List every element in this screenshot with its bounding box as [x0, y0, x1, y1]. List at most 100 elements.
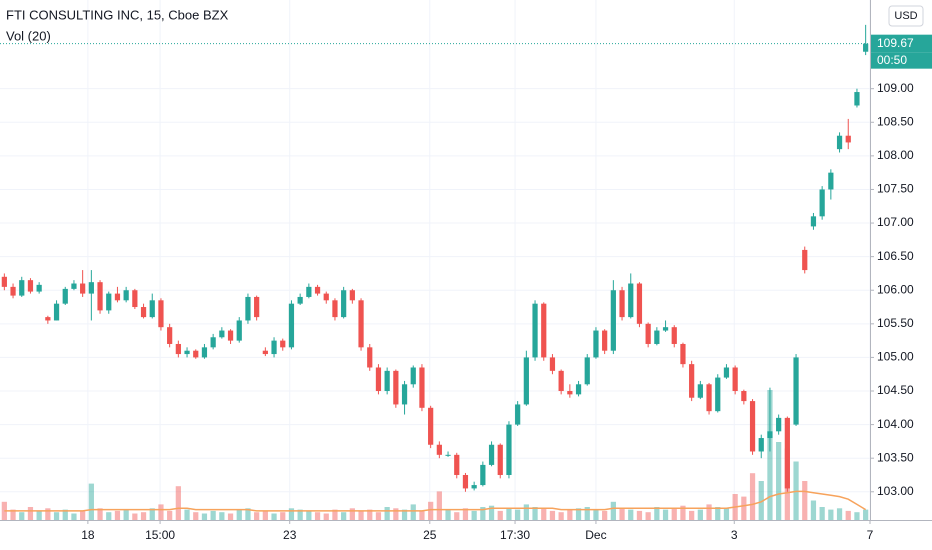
volume-bar: [741, 496, 747, 520]
candle-body: [610, 290, 616, 351]
volume-bar: [863, 509, 869, 520]
x-tick-label: 7: [867, 528, 874, 542]
last-price-box: [871, 34, 932, 53]
currency[interactable]: USD: [894, 10, 917, 22]
candle-body: [97, 282, 103, 311]
candle-body: [280, 340, 286, 348]
volume-bar: [523, 504, 529, 520]
x-tick-label: 17:30: [500, 528, 530, 542]
volume-bar: [193, 512, 199, 520]
candle-body: [184, 350, 190, 355]
volume-bar: [558, 512, 564, 520]
candle-body: [784, 417, 790, 489]
volume-bar: [462, 508, 469, 520]
candle-body: [723, 367, 730, 378]
candle-body: [114, 293, 121, 301]
volume-bar: [306, 510, 312, 520]
candle-body: [793, 357, 799, 425]
volume-bar: [384, 507, 390, 520]
candle-body: [506, 424, 512, 475]
volume-bar: [497, 510, 503, 520]
candle-body: [741, 391, 747, 402]
volume-bar: [123, 509, 129, 520]
volume-bar: [106, 512, 112, 520]
candle-body: [854, 92, 860, 106]
candle-body: [306, 286, 312, 297]
candle-body: [271, 340, 277, 355]
y-tick-label: 103.50: [877, 450, 914, 464]
y-tick-label: 108.50: [877, 114, 914, 128]
y-tick-label: 104.50: [877, 383, 914, 397]
volume-bar: [140, 512, 147, 520]
candle-body: [27, 280, 34, 292]
candle-body: [776, 417, 782, 432]
candle-body: [602, 330, 608, 351]
volume-bar: [515, 509, 521, 520]
candle-body: [767, 431, 773, 439]
candle-body: [367, 347, 373, 368]
currency-box[interactable]: [888, 5, 924, 27]
volume-bar: [62, 509, 68, 520]
candle-body: [689, 364, 695, 398]
volume-bar: [210, 510, 216, 520]
candle-body: [80, 283, 86, 294]
candle-body: [167, 327, 173, 344]
candle-body: [236, 320, 242, 341]
candle-body: [497, 444, 503, 475]
candle-body: [158, 300, 164, 328]
y-tick-label: 103.00: [877, 484, 914, 498]
volume-bar: [80, 510, 86, 520]
volume-bar: [167, 510, 173, 520]
indicator-label: Vol (20): [6, 28, 51, 43]
candle-body: [71, 283, 77, 289]
candle-body: [106, 293, 112, 311]
candle-body: [53, 303, 60, 321]
candles: [0, 24, 870, 492]
candle-body: [593, 330, 599, 358]
candle-body: [410, 367, 416, 385]
candle-body: [227, 330, 234, 341]
candle-body: [480, 464, 486, 486]
chart-title: FTI CONSULTING INC, 15, Cboe BZX: [6, 7, 229, 22]
x-tick-label: 23: [283, 528, 297, 542]
candle-body: [288, 303, 295, 348]
candle-body: [341, 290, 347, 318]
volume-bar: [428, 501, 434, 520]
candle-body: [149, 300, 155, 318]
volume-bar: [219, 512, 225, 520]
candle-body: [358, 300, 364, 348]
volume-bar: [262, 510, 268, 520]
volume-bar: [323, 513, 329, 520]
candle-body: [828, 172, 834, 190]
volume-bar: [619, 508, 625, 520]
countdown-box: [871, 52, 932, 69]
candle-body: [697, 384, 703, 398]
volume-bar: [332, 509, 338, 520]
candle-body: [175, 343, 181, 355]
volume-pane: [1, 390, 869, 520]
candle-body: [123, 290, 129, 301]
volume-bar: [689, 510, 695, 520]
y-tick-label: 105.00: [877, 350, 914, 364]
candle-body: [219, 330, 225, 338]
volume-bar: [602, 510, 608, 520]
candle-body: [419, 367, 425, 408]
volume-bar: [836, 508, 843, 520]
volume-bar: [114, 510, 121, 520]
volume-bar: [662, 509, 669, 520]
candle-body: [802, 249, 808, 271]
volume-bar: [436, 491, 442, 520]
volume-bar: [654, 507, 660, 520]
candle-body: [401, 384, 408, 405]
volume-bar: [532, 507, 538, 520]
volume-bar: [776, 442, 782, 520]
volume-bar: [454, 512, 460, 520]
candle-body: [393, 370, 399, 405]
volume-bar: [393, 508, 399, 520]
volume-bar: [245, 508, 251, 520]
y-tick-label: 106.50: [877, 249, 914, 263]
candle-body: [210, 337, 216, 348]
candle-body: [454, 454, 460, 475]
candle-body: [488, 444, 495, 465]
volume-bar: [132, 513, 138, 520]
